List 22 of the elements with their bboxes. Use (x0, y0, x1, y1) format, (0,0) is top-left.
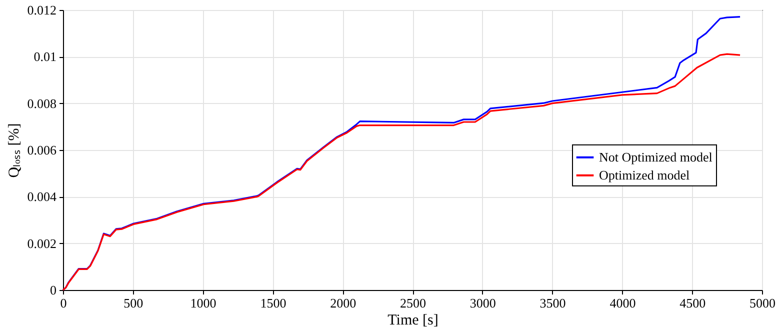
y-tick-label: 0.002 (27, 236, 56, 251)
x-tick-label: 4500 (680, 296, 706, 310)
y-tick-label: 0.004 (27, 189, 57, 204)
x-tick-label: 500 (124, 296, 144, 310)
y-axis-title: Qₗₒₛₛ [%] (6, 123, 22, 178)
y-tick-label: 0 (50, 282, 56, 298)
x-tick-label: 2000 (330, 296, 356, 310)
y-tick-label: 0.006 (27, 142, 57, 158)
x-tick-label: 1500 (260, 296, 286, 310)
x-tick-label: 5000 (750, 296, 776, 310)
y-tick-label: 0.008 (27, 96, 56, 111)
legend-label: Not Optimized model (599, 149, 713, 164)
y-tick-label: 0.01 (34, 49, 56, 64)
x-tick-label: 3000 (470, 296, 496, 310)
x-axis-title: Time [s] (388, 312, 438, 328)
x-tick-label: 2500 (400, 296, 426, 310)
x-tick-label: 0 (60, 296, 67, 310)
x-tick-label: 4000 (610, 296, 636, 310)
x-tick-label: 1000 (190, 296, 216, 310)
x-tick-label: 3500 (540, 296, 566, 310)
y-tick-label: 0.012 (27, 2, 56, 18)
legend-label: Optimized model (599, 167, 690, 182)
